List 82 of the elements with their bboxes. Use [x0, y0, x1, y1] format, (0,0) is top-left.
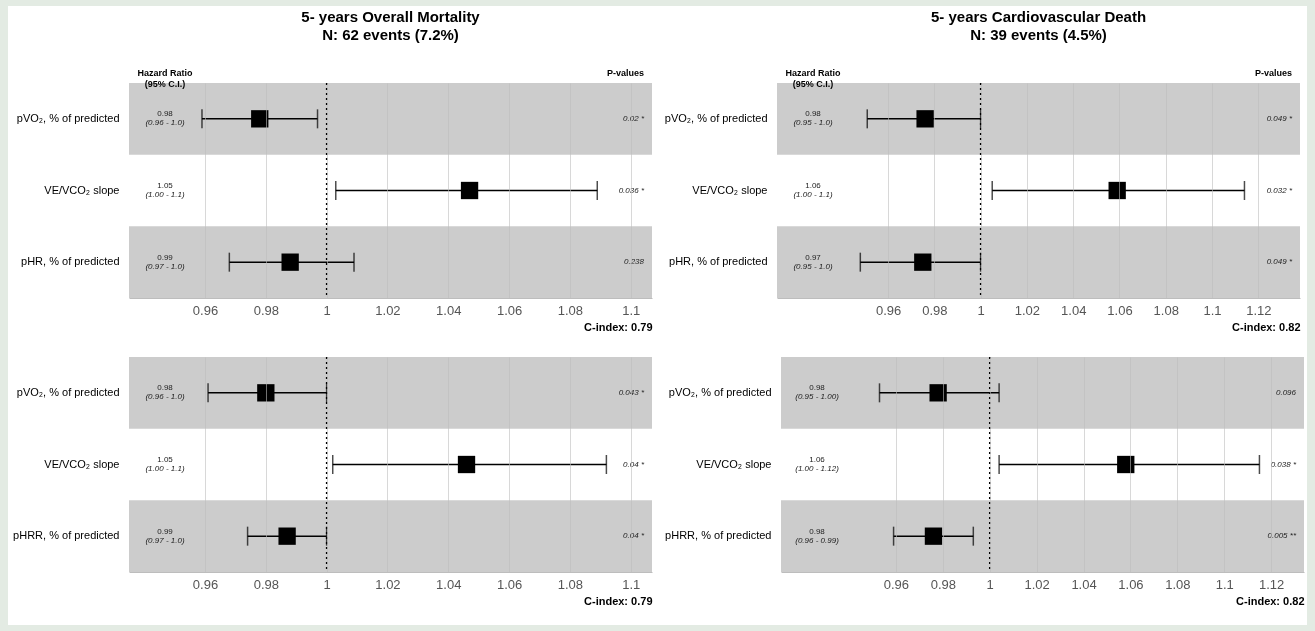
text: 0.98 (0.96 - 0.99) — [795, 526, 839, 545]
y-tick-label: pVO₂, % of predicted — [664, 111, 768, 124]
y-tick-label: pHRR, % of predicted — [665, 529, 772, 542]
x-tick-label: 1.1 — [622, 576, 641, 592]
text: 0.98 (0.95 - 1.0) — [793, 109, 833, 128]
annotation: 0.04 * — [623, 531, 645, 541]
text: 0.98 (0.96 - 1.0) — [145, 383, 185, 402]
text: 1.05 (1.00 - 1.1) — [145, 181, 185, 199]
x-tick-label: 1.04 — [436, 576, 462, 592]
text: 0.98 (0.96 - 1.0) — [145, 109, 185, 128]
x-tick-label: 1.02 — [1024, 576, 1050, 592]
annotation: 0.04 * — [623, 459, 645, 469]
x-tick-label: 0.98 — [930, 576, 956, 592]
y-tick-label: pHRR, % of predicted — [13, 529, 120, 542]
x-tick-label: 1.08 — [1165, 576, 1191, 592]
text: 0.99 (0.97 - 1.0) — [145, 252, 185, 271]
x-tick-label: 1.06 — [496, 302, 523, 318]
x-tick-label: 0.98 — [922, 302, 948, 318]
x-tick-label: 1.02 — [1014, 302, 1041, 318]
x-tick-label: 1.12 — [1259, 576, 1285, 592]
annotation: 0.043 * — [618, 387, 645, 397]
x-tick-label: 1.06 — [1107, 302, 1133, 318]
x-tick-label: 1.02 — [375, 576, 401, 592]
y-tick-label: VE/VCO₂ slope — [696, 457, 772, 470]
x-tick-label: 1.08 — [557, 576, 584, 592]
x-tick-label: 1 — [986, 576, 994, 592]
x-tick-label: 1.06 — [496, 576, 523, 592]
annotation: Hazard Ratio (95% C.I.) — [137, 68, 194, 89]
text: P-values — [606, 68, 644, 78]
annotation: 0.049 * — [1266, 257, 1293, 267]
x-tick-label: 1.1 — [1215, 576, 1234, 592]
text: 1.05 (1.00 - 1.1) — [145, 455, 185, 473]
x-tick-label: 1.06 — [1118, 576, 1144, 592]
x-tick-label: 1 — [323, 302, 331, 318]
x-tick-label: 1 — [323, 576, 331, 592]
text: 0.99 (0.97 - 1.0) — [145, 526, 185, 545]
y-tick-label: pVO₂, % of predicted — [668, 385, 772, 398]
x-axis-title: C-index: 0.82 — [1236, 594, 1305, 607]
annotation: 0.005 ** — [1267, 531, 1297, 541]
annotation: 0.096 — [1275, 387, 1297, 397]
text: P-values — [1254, 68, 1292, 78]
x-tick-label: 1.02 — [375, 302, 401, 318]
chart-subtitle: N: 62 events (7.2%) — [322, 26, 459, 43]
annotation: 0.036 * — [618, 185, 645, 195]
x-tick-label: 0.96 — [192, 302, 219, 318]
y-tick-label: pVO₂, % of predicted — [16, 111, 120, 124]
text: 1.06 (1.00 - 1.12) — [795, 455, 839, 473]
y-tick-label: VE/VCO₂ slope — [44, 183, 120, 196]
x-tick-label: 1.04 — [1061, 302, 1087, 318]
x-tick-label: 1.12 — [1246, 302, 1272, 318]
y-tick-label: VE/VCO₂ slope — [44, 457, 120, 470]
x-tick-label: 0.98 — [253, 302, 279, 318]
x-tick-label: 1.04 — [1071, 576, 1097, 592]
annotation: 0.038 * — [1270, 459, 1297, 469]
x-tick-label: 0.96 — [192, 576, 219, 592]
annotation: 0.032 * — [1266, 185, 1293, 195]
annotation: 0.049 * — [1266, 113, 1293, 123]
x-tick-label: 1.08 — [1153, 302, 1179, 318]
x-tick-label: 0.98 — [253, 576, 279, 592]
y-tick-label: pHR, % of predicted — [21, 255, 120, 268]
x-axis-title: C-index: 0.79 — [584, 320, 653, 333]
x-tick-label: 0.96 — [883, 576, 910, 592]
x-tick-label: 1.04 — [436, 302, 462, 318]
x-tick-label: 1.1 — [622, 302, 641, 318]
chart-subtitle: N: 39 events (4.5%) — [970, 26, 1107, 43]
chart-title: 5- years Overall Mortality — [301, 8, 481, 25]
y-tick-label: pHR, % of predicted — [669, 255, 768, 268]
text: 0.98 (0.95 - 1.00) — [795, 383, 839, 402]
annotation: Hazard Ratio (95% C.I.) — [785, 68, 842, 89]
x-axis-title: C-index: 0.79 — [584, 594, 653, 607]
x-axis-title: C-index: 0.82 — [1232, 320, 1301, 333]
chart-title: 5- years Cardiovascular Death — [930, 8, 1147, 25]
annotation: 0.238 — [623, 257, 645, 267]
y-tick-label: VE/VCO₂ slope — [692, 183, 768, 196]
text: 1.06 (1.00 - 1.1) — [793, 181, 833, 199]
x-tick-label: 1.08 — [557, 302, 584, 318]
text: 0.97 (0.95 - 1.0) — [793, 252, 833, 271]
annotation: 0.02 * — [623, 113, 645, 123]
y-tick-label: pVO₂, % of predicted — [16, 385, 120, 398]
x-tick-label: 0.96 — [875, 302, 902, 318]
x-tick-label: 1.1 — [1203, 302, 1222, 318]
x-tick-label: 1 — [977, 302, 985, 318]
